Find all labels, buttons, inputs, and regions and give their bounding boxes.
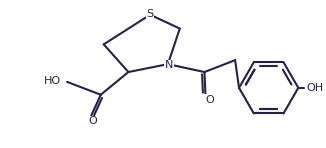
Text: OH: OH	[306, 83, 323, 93]
Text: O: O	[205, 95, 214, 105]
Text: O: O	[88, 116, 97, 126]
Text: N: N	[165, 60, 173, 70]
Text: HO: HO	[44, 76, 61, 86]
Text: S: S	[147, 9, 154, 19]
